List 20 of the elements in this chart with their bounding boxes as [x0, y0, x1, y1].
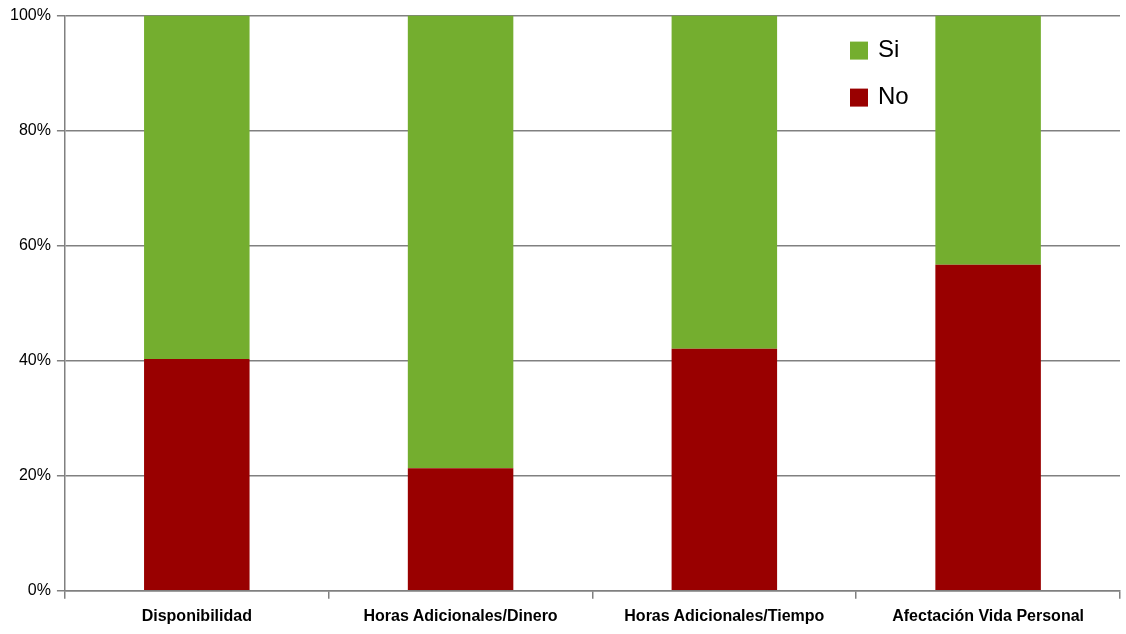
legend-label: No: [878, 82, 909, 110]
bar: [407, 468, 514, 591]
x-tick-label: Disponibilidad: [141, 606, 252, 624]
bar: [935, 264, 1041, 591]
y-tick-label: 20%: [18, 466, 51, 484]
y-tick-label: 80%: [18, 121, 51, 139]
bar: [144, 15, 250, 359]
bar: [935, 15, 1041, 265]
bar: [671, 15, 778, 349]
bar: [671, 348, 778, 591]
x-tick-label: Horas Adicionales/Tiempo: [624, 606, 825, 624]
y-tick-label: 0%: [27, 581, 51, 599]
y-tick-label: 60%: [18, 236, 51, 254]
x-tick-label: Afectación Vida Personal: [892, 606, 1085, 624]
x-tick-label: Horas Adicionales/Dinero: [363, 606, 558, 624]
bar: [144, 358, 250, 591]
y-tick-label: 100%: [10, 6, 51, 24]
bar: [407, 15, 514, 469]
y-tick-label: 40%: [18, 351, 51, 369]
legend-label: Si: [878, 35, 900, 63]
